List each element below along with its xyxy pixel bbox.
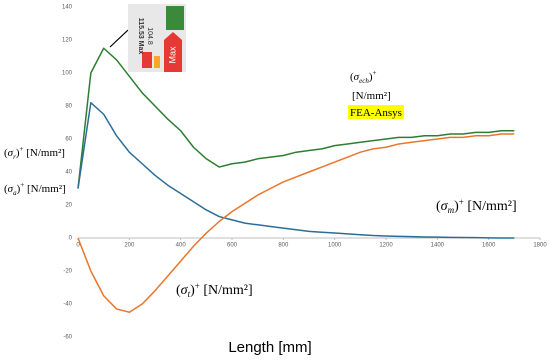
annotation: (σa)+ [N/mm²] — [4, 181, 66, 197]
annotation-part: [N/mm²] — [27, 183, 66, 195]
note-highlight — [348, 105, 404, 119]
annotation-part: σ — [354, 71, 360, 83]
annotation-part: ) — [369, 71, 373, 83]
annotation-part: m — [448, 205, 455, 215]
series-line — [77, 133, 515, 313]
annotation-part: t — [188, 289, 191, 299]
annotation-part: + — [373, 69, 377, 77]
annotation-part: + — [20, 145, 24, 153]
annotation-part: ( — [4, 147, 8, 159]
annotation-part: σ — [181, 283, 189, 298]
y-tick-label: 100 — [62, 71, 73, 77]
series-line — [77, 47, 515, 189]
annotation-part: [N/mm²] — [203, 283, 252, 298]
annotation-part: ( — [4, 183, 8, 195]
annotation-part: [N/mm²] — [467, 199, 516, 214]
annotation: (σr)+ [N/mm²] — [4, 145, 65, 161]
annotation-part: r — [13, 153, 16, 161]
annotation-part: ech — [359, 77, 369, 85]
annotation-part: ) — [16, 147, 20, 159]
annotation-part: σ — [441, 199, 449, 214]
y-tick-label: -20 — [63, 269, 72, 275]
annotation-part: + — [195, 281, 200, 291]
y-tick-label: 60 — [65, 137, 72, 143]
inset-tag-label: Max — [167, 46, 177, 64]
x-tick-label: 1600 — [482, 243, 496, 249]
annotation-part: ) — [454, 199, 459, 214]
y-tick-label: -60 — [63, 335, 72, 341]
annotation-part: σ — [8, 147, 14, 159]
annotation-part: a — [13, 189, 17, 197]
inset-tag — [164, 32, 182, 72]
inset-value-label: 104.8 — [146, 27, 153, 45]
x-tick-label: 400 — [176, 243, 187, 249]
annotation-part: ( — [176, 283, 181, 298]
inset: 115.53 Max 104.8 Max — [109, 4, 186, 72]
annotation-part: + — [459, 197, 464, 207]
annotation-note: FEA-Ansys — [350, 107, 402, 119]
annotation-part: ( — [350, 71, 354, 83]
y-tick-label: 120 — [62, 38, 73, 44]
y-tick-label: 140 — [62, 5, 73, 11]
x-tick-label: 1800 — [533, 243, 547, 249]
inset-swatch — [154, 56, 160, 68]
x-tick-label: 1200 — [379, 243, 393, 249]
y-tick-label: -40 — [63, 302, 72, 308]
x-tick-label: 800 — [278, 243, 289, 249]
y-tick-label: 20 — [65, 203, 72, 209]
x-tick-label: 1000 — [328, 243, 342, 249]
annotation-part: ( — [436, 199, 441, 214]
annotation: (σm)+ [N/mm²] — [436, 197, 517, 215]
y-tick-label: 80 — [65, 104, 72, 110]
annotation-part: ) — [17, 183, 21, 195]
annotation-part: σ — [8, 183, 14, 195]
series-line — [77, 101, 515, 239]
x-tick-label: 600 — [227, 243, 238, 249]
x-tick-label: 0 — [76, 243, 80, 249]
inset-swatch — [142, 52, 152, 68]
x-tick-label: 200 — [124, 243, 135, 249]
annotation-unit: [N/mm²] — [352, 90, 391, 102]
annotation: (σech)+ — [350, 69, 377, 85]
annotation: (σt)+ [N/mm²] — [176, 281, 253, 299]
y-tick-label: 0 — [69, 236, 73, 242]
leader-line — [109, 29, 129, 48]
annotation-part: ) — [190, 283, 195, 298]
annotation-part: [N/mm²] — [26, 147, 65, 159]
x-tick-label: 1400 — [431, 243, 445, 249]
inset-max-label: 115.53 Max — [137, 18, 144, 55]
inset-mesh — [166, 6, 184, 30]
annotation-part: + — [20, 181, 24, 189]
y-tick-label: 40 — [65, 170, 72, 176]
x-axis-label: Length [mm] — [228, 339, 311, 356]
